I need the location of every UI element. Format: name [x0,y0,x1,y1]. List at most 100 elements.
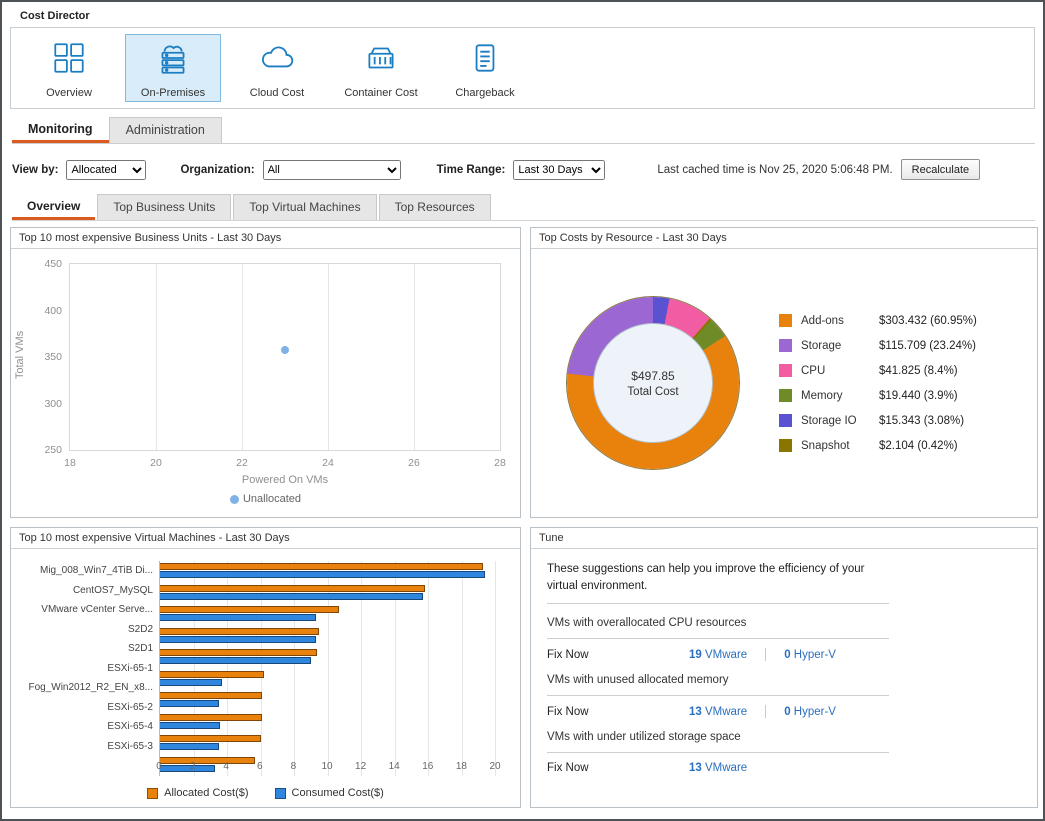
bar-row [160,606,495,626]
nav-item-label: Chargeback [455,87,515,99]
legend-item: Unallocated [229,493,301,505]
tune-content: These suggestions can help you improve t… [531,549,1037,807]
legend-swatch-icon [779,389,792,402]
vmware-storage-link[interactable]: 13 VMware [689,762,748,775]
x-tick-label: 2 [189,761,196,772]
bar-consumed [160,721,221,729]
bar-consumed [160,571,485,578]
view-by-select[interactable]: Allocated [66,159,147,180]
vmware-cpu-link[interactable]: 19 VMware [689,648,748,661]
legend-value: $2.104 (0.42%) [879,439,958,452]
scatter-legend: Unallocated [11,493,520,507]
tune-row: Fix Now 13 VMware [547,762,907,774]
subtab-top-resources[interactable]: Top Resources [378,194,491,220]
nav-item-on-premises[interactable]: On-Premises [125,34,221,102]
hyperv-cpu-link[interactable]: 0 Hyper-V [784,648,836,661]
legend-name: Storage IO [801,414,857,427]
bar-allocated [160,627,320,635]
x-tick-label: 6 [257,761,263,772]
hyperv-memory-link[interactable]: 0 Hyper-V [784,705,836,718]
bar-row [160,584,495,605]
tab-monitoring[interactable]: Monitoring [12,117,109,143]
bar-consumed [160,700,219,707]
legend-swatch-icon [779,414,792,427]
bar-x-axis: 0 2 4 6 8 10 12 14 16 18 20 [156,761,500,775]
resource-donut-chart: $497.85 Total Cost Add-ons $303.432 (60.9… [531,249,1037,517]
bar-category-label: Mig_008_Win7_4TiB Di... [39,565,153,577]
donut-legend-row: Memory $19.440 (3.9%) [779,389,977,402]
nav-item-chargeback[interactable]: Chargeback [437,34,533,102]
nav-item-label: On-Premises [140,87,206,99]
donut-center: $497.85 Total Cost [593,323,713,443]
total-cost-value: $497.85 [631,368,675,383]
legend-name: Memory [801,389,843,402]
donut-legend-row: Snapshot $2.104 (0.42%) [779,439,977,452]
nav-item-overview[interactable]: Overview [21,34,117,102]
bar-allocated [160,563,484,570]
subtab-overview[interactable]: Overview [12,194,96,220]
bar-allocated [160,606,340,613]
bar-row [160,735,495,755]
fix-now-link[interactable]: Fix Now [547,762,589,775]
vmware-memory-link[interactable]: 13 VMware [689,705,748,718]
bar-consumed [160,635,316,643]
donut-legend-row: Storage IO $15.343 (3.08%) [779,414,977,427]
recalculate-button[interactable]: Recalculate [900,159,981,180]
panel-title: Top Costs by Resource - Last 30 Days [531,228,1037,249]
tab-administration[interactable]: Administration [108,117,222,143]
bar-allocated [160,713,263,721]
bar-category-label: ESXi-65-4 [107,721,153,733]
y-tick-label: 300 [44,397,62,410]
legend-value: $15.343 (3.08%) [879,414,965,427]
x-tick-label: 16 [422,761,434,772]
x-tick-label: 14 [388,761,400,772]
panel-business-units: Top 10 most expensive Business Units - L… [10,227,521,518]
legend-swatch-icon [147,787,159,799]
tune-intro: These suggestions can help you improve t… [547,563,865,592]
panel-title: Top 10 most expensive Virtual Machines -… [11,528,520,549]
bar-allocated [160,692,263,699]
x-tick-label: 8 [290,761,297,772]
legend-swatch-icon [274,787,286,799]
x-tick-label: 18 [455,761,467,772]
x-tick-label: 12 [355,761,367,772]
panel-costs-by-resource: Top Costs by Resource - Last 30 Days $49… [530,227,1038,518]
y-tick-label: 400 [44,304,62,317]
organization-select[interactable]: All [262,159,401,180]
nav-item-label: Container Cost [344,87,418,99]
legend-value: $115.709 (23.24%) [879,339,976,352]
subtab-top-business-units[interactable]: Top Business Units [97,194,232,220]
bar-row [160,649,495,669]
ledger-icon [466,39,504,82]
y-tick-label: 450 [44,258,62,270]
bar-category-label: S2D2 [127,623,153,635]
vertical-separator [765,648,767,662]
x-tick-label: 24 [322,457,334,469]
bar-allocated [160,670,264,678]
tune-heading: VMs with overallocated CPU resources [547,617,747,630]
donut-legend-row: Storage $115.709 (23.24%) [779,339,977,352]
time-range-select[interactable]: Last 30 Days [513,159,606,180]
nav-item-cloud-cost[interactable]: Cloud Cost [229,34,325,102]
tune-heading: VMs with under utilized storage space [547,731,741,744]
container-icon [362,39,400,82]
fix-now-link[interactable]: Fix Now [547,648,589,661]
panel-title: Top 10 most expensive Business Units - L… [11,228,520,249]
bar-consumed [160,678,222,686]
last-cached-text: Last cached time is Nov 25, 2020 5:06:48… [657,163,893,176]
vertical-separator [765,705,767,719]
donut-legend: Add-ons $303.432 (60.95%) Storage $115.709 … [779,314,977,452]
bar-row [160,627,495,648]
nav-item-container-cost[interactable]: Container Cost [333,34,429,102]
legend-swatch-icon [779,364,792,377]
bar-allocated [160,735,261,742]
bar-consumed [160,657,311,664]
business-units-scatter-chart: 18 20 22 24 26 28 250 300 350 400 450 Powered On VM… [11,249,520,517]
fix-now-link[interactable]: Fix Now [547,705,589,718]
bar-plot-area [159,561,496,776]
subtab-top-virtual-machines[interactable]: Top Virtual Machines [233,194,377,220]
organization-label: Organization: [180,163,255,176]
bar-category-label: CentOS7_MySQL [72,584,153,596]
legend-value: $19.440 (3.9%) [879,389,958,402]
legend-item: Allocated Cost($) [147,787,249,799]
